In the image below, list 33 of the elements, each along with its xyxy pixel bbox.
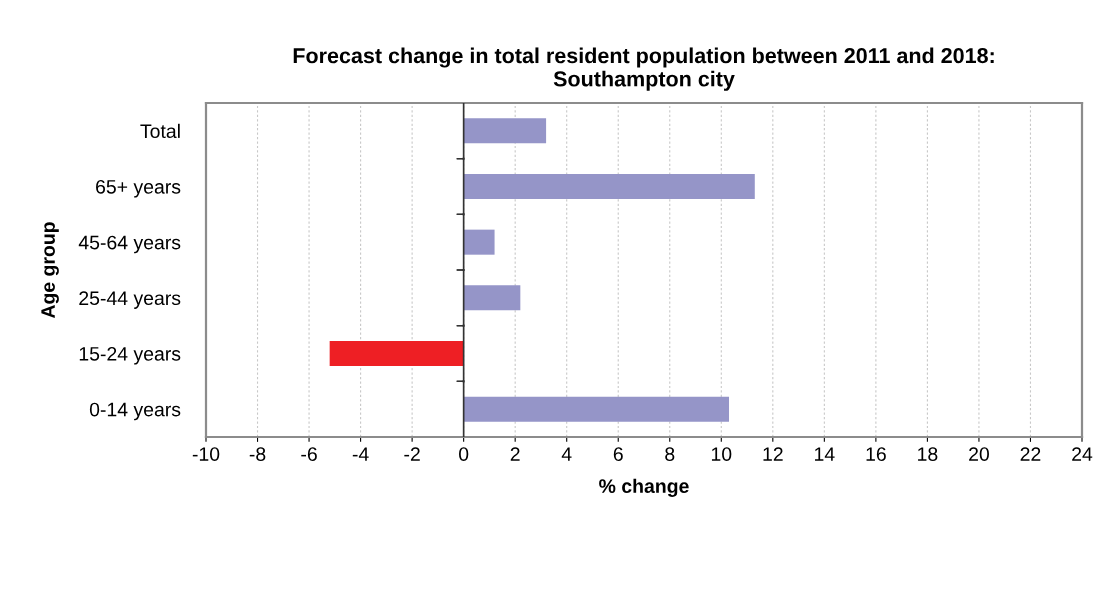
x-tick-label: 4 xyxy=(561,447,572,461)
x-tick-label: -8 xyxy=(249,447,266,461)
x-tick-label: -6 xyxy=(301,447,317,461)
x-tick-label: 14 xyxy=(815,447,835,461)
x-tick-label: 20 xyxy=(969,447,989,461)
x-tick-label: 2 xyxy=(510,447,520,461)
bar xyxy=(463,173,755,200)
x-tick-label: -4 xyxy=(352,447,369,461)
x-tick-label: 22 xyxy=(1020,447,1041,461)
y-tick-label: 45-64 years xyxy=(78,235,181,254)
x-axis-title: % change xyxy=(599,478,689,497)
bar xyxy=(463,285,521,311)
y-tick-label: 25-44 years xyxy=(79,291,181,309)
chart-title: Forecast change in total resident population between 2011 and 2018: Southampton city xyxy=(293,47,994,91)
bar xyxy=(463,396,730,422)
x-tick-label: 24 xyxy=(1072,447,1093,461)
x-tick-label: 6 xyxy=(613,447,623,461)
y-tick-label: Total xyxy=(140,123,180,139)
x-tick-label: 10 xyxy=(711,447,732,461)
y-tick-label: 65+ years xyxy=(96,179,181,198)
y-tick-label: 15-24 years xyxy=(79,346,181,365)
bar xyxy=(463,118,547,144)
x-tick-label: 18 xyxy=(918,447,938,461)
bar xyxy=(329,340,464,367)
x-tick-label: 0 xyxy=(459,447,469,461)
x-tick-label: -2 xyxy=(404,447,420,461)
x-tick-label: 8 xyxy=(665,447,675,461)
y-tick-label: 0-14 years xyxy=(89,402,181,421)
x-tick-label: 16 xyxy=(866,447,886,461)
x-tick-label: 12 xyxy=(763,447,783,461)
x-tick-label: -10 xyxy=(192,447,220,461)
bar xyxy=(463,229,495,255)
y-axis-title: Age group xyxy=(41,222,59,319)
